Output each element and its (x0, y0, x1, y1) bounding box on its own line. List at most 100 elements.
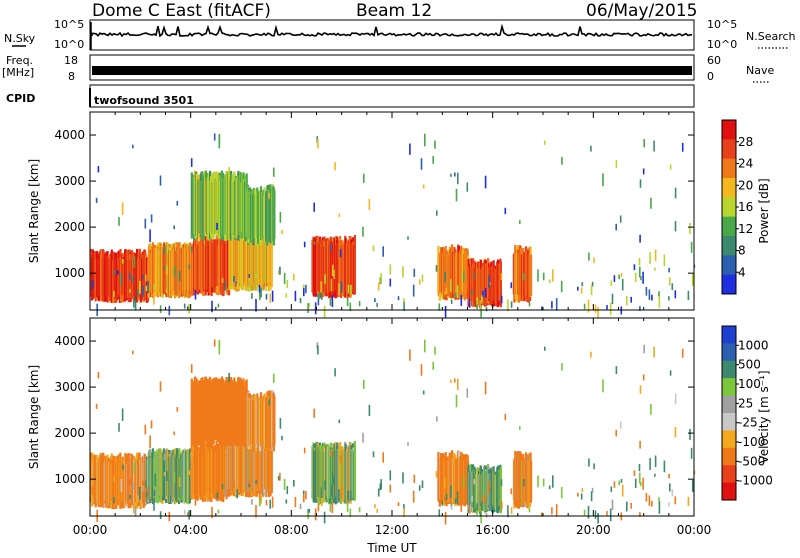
echo-cell (283, 272, 286, 284)
echo-cell (216, 286, 219, 293)
echo-cell (633, 470, 636, 476)
echo-cell (339, 455, 342, 464)
echo-cell (621, 278, 624, 291)
echo-cell (294, 290, 297, 302)
echo-cell (168, 511, 171, 522)
colorbar-swatch (722, 465, 736, 484)
echo-cell (286, 280, 289, 289)
echo-cell (551, 301, 553, 309)
echo-cell (372, 451, 375, 458)
echo-cell (580, 493, 583, 500)
echo-cell (611, 499, 614, 511)
echo-cell (580, 287, 583, 294)
echo-cell (283, 478, 286, 490)
echo-cell (468, 504, 471, 514)
echo-cell (561, 363, 563, 371)
echo-cell (286, 486, 289, 495)
echo-cell (330, 450, 332, 458)
echo-cell (145, 480, 147, 488)
echo-cell (434, 346, 436, 355)
echo-cell (330, 244, 332, 252)
echo-cell (221, 277, 224, 283)
echo-cell (609, 508, 612, 522)
echo-cell (269, 293, 271, 303)
echo-cell (147, 486, 149, 500)
echo-cell (380, 273, 382, 284)
echo-cell (630, 296, 632, 303)
echo-cell (132, 350, 134, 355)
echo-cell (358, 507, 361, 513)
echo-cell (320, 487, 323, 500)
power-colorbar-label: Power [dB] (757, 178, 771, 243)
echo-cell (134, 506, 137, 516)
echo-cell (438, 509, 441, 517)
echo-cell (412, 490, 415, 503)
echo-cell (615, 223, 617, 231)
echo-cell (281, 435, 283, 441)
echo-cell (299, 297, 302, 304)
echo-cell (418, 279, 421, 285)
echo-cell (674, 496, 677, 505)
echo-cell (95, 403, 98, 409)
echo-cell (424, 133, 426, 147)
echo-cell (654, 267, 656, 271)
echo-cell (228, 373, 230, 383)
echo-cell (471, 495, 473, 502)
echo-cell (134, 300, 137, 310)
echo-cell (594, 510, 597, 519)
echo-cell (323, 305, 326, 318)
cpid-panel: CPID twofsound 3501 (6, 84, 695, 108)
echo-cell (650, 197, 652, 209)
colorbar-swatch (722, 274, 736, 295)
echo-cell (154, 473, 157, 487)
echo-cell (216, 222, 218, 230)
echo-cell (689, 223, 691, 234)
echo-cell (122, 259, 124, 264)
echo-cell (507, 505, 509, 518)
echo-cell (454, 292, 457, 298)
echo-cell (137, 289, 139, 297)
x-tick-label: 00:00 (73, 523, 108, 537)
echo-cell (332, 264, 334, 276)
echo-cell (145, 274, 147, 282)
echo-cell (145, 491, 148, 498)
colorbar-frame (721, 325, 737, 501)
echo-cell (611, 293, 614, 305)
echo-cell (389, 470, 392, 481)
echo-cell (248, 480, 250, 484)
echo-cell (129, 494, 131, 499)
echo-cell (583, 303, 586, 310)
echo-cell (270, 230, 273, 288)
colorbar-swatch (722, 120, 736, 140)
power-colorbar: 28 24 20 16 12 8 4 (721, 119, 753, 295)
freq-tick-high: 18 (64, 54, 78, 67)
echo-cell (519, 220, 521, 224)
velocity-x-axis: 00:00 04:00 08:00 12:00 16:00 20:00 00:00 (73, 318, 711, 537)
x-tick-label: 12:00 (375, 523, 410, 537)
echo-cell (368, 198, 371, 210)
echo-cell (500, 501, 503, 510)
echo-cell (642, 477, 644, 490)
echo-cell (323, 511, 326, 524)
echo-cell (420, 364, 423, 376)
echo-cell (438, 303, 441, 311)
echo-cell (530, 254, 533, 296)
echo-cell (476, 506, 478, 516)
echo-cell (651, 294, 653, 301)
echo-cell (233, 276, 235, 282)
echo-cell (159, 381, 162, 392)
echo-cell (639, 472, 641, 484)
echo-cell (594, 304, 597, 313)
echo-cell (587, 299, 590, 313)
echo-cell (479, 305, 482, 311)
echo-cell (376, 302, 378, 307)
echo-cell (338, 489, 340, 502)
echo-cell (500, 479, 503, 487)
echo-cell (640, 482, 642, 487)
velocity-echo-layer (90, 339, 696, 525)
echo-cell (362, 432, 364, 443)
colorbar-swatch (722, 178, 736, 198)
echo-cell (377, 488, 380, 497)
echo-cell (421, 274, 424, 282)
echo-cell (466, 182, 469, 192)
